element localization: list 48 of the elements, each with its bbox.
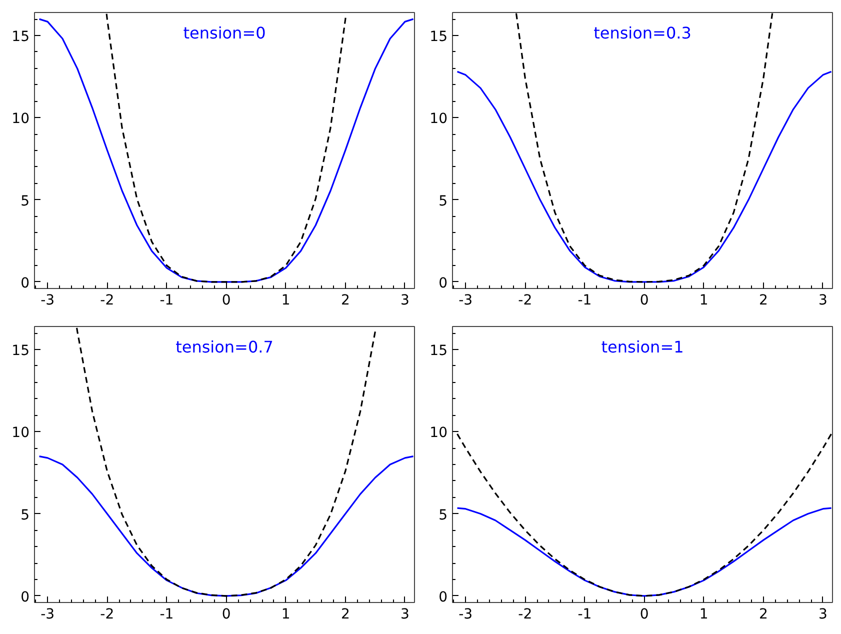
x-tick-label: -3: [40, 606, 55, 622]
x-tick-label: -1: [578, 292, 592, 308]
x-tick-label: -1: [160, 292, 174, 308]
y-tick-label: 15: [12, 343, 30, 359]
x-tick-label: 0: [222, 606, 231, 622]
x-tick-label: 3: [400, 606, 410, 622]
x-tick-label: -2: [518, 292, 532, 308]
x-tick-label: -3: [458, 292, 473, 308]
y-tick-label: 10: [12, 111, 30, 128]
x-tick-label: -3: [458, 606, 473, 622]
x-tick-label: -2: [100, 292, 114, 308]
x-tick-label: 2: [340, 292, 350, 308]
y-tick-label: 10: [12, 425, 30, 442]
y-tick-label: 0: [438, 589, 448, 606]
x-tick-label: -3: [40, 292, 55, 308]
x-tick-label: 0: [222, 292, 231, 308]
y-tick-label: 15: [430, 343, 448, 359]
x-tick-label: 3: [818, 292, 828, 308]
x-tick-label: 2: [340, 606, 350, 622]
y-tick-label: 10: [430, 111, 448, 128]
x-tick-label: 2: [758, 606, 768, 622]
x-tick-label: -1: [160, 606, 174, 622]
y-tick-label: 10: [430, 425, 448, 442]
annotation: tension=0.7: [176, 338, 274, 356]
x-tick-label: -1: [578, 606, 592, 622]
x-tick-label: 3: [818, 606, 828, 622]
y-tick-label: 0: [20, 275, 30, 292]
y-tick-label: 5: [438, 193, 448, 210]
y-tick-label: 0: [20, 589, 30, 606]
x-tick-label: 1: [281, 606, 290, 622]
y-tick-label: 5: [20, 193, 30, 210]
x-tick-label: 1: [699, 606, 708, 622]
x-tick-label: -2: [100, 606, 114, 622]
x-tick-label: 2: [758, 292, 768, 308]
annotation: tension=0: [183, 24, 266, 42]
y-tick-label: 5: [438, 507, 448, 524]
y-tick-label: 5: [20, 507, 30, 524]
y-tick-label: 15: [12, 29, 30, 45]
x-tick-label: 3: [400, 292, 410, 308]
x-tick-label: -2: [518, 606, 532, 622]
x-tick-label: 1: [699, 292, 708, 308]
y-tick-label: 0: [438, 275, 448, 292]
y-tick-label: 15: [430, 29, 448, 45]
annotation: tension=1: [601, 338, 684, 356]
x-tick-label: 1: [281, 292, 290, 308]
annotation: tension=0.3: [594, 24, 692, 42]
x-tick-label: 0: [640, 292, 649, 308]
x-tick-label: 0: [640, 606, 649, 622]
